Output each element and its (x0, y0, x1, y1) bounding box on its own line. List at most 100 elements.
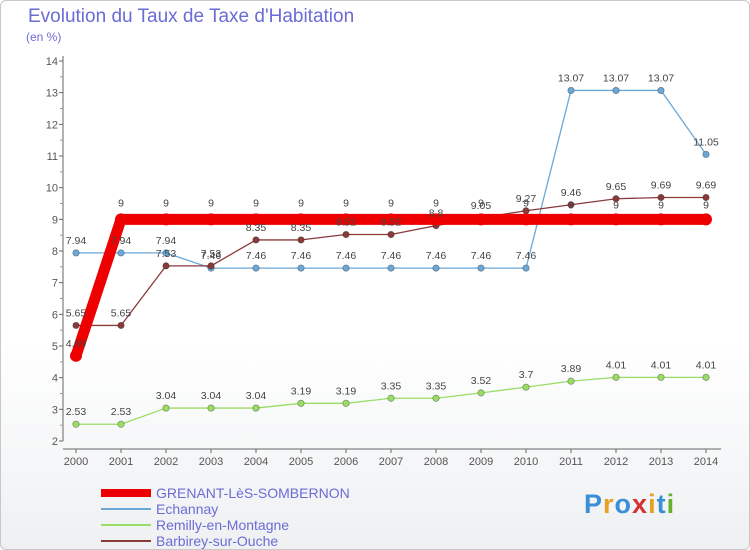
data-point (162, 262, 170, 270)
data-label: 7.46 (201, 250, 222, 262)
legend-swatch-echannay (101, 508, 151, 510)
data-point (117, 321, 125, 330)
data-point (297, 236, 305, 244)
data-label: 8.35 (291, 222, 312, 234)
y-tick-label: 12 (46, 119, 58, 131)
x-tick-label: 2006 (334, 456, 358, 468)
x-tick-label: 2010 (514, 456, 538, 468)
data-point (612, 86, 620, 95)
data-point (657, 373, 665, 381)
data-label: 3.7 (519, 369, 534, 381)
data-label: 3.19 (336, 385, 357, 397)
data-point (700, 213, 712, 226)
y-tick-label: 9 (52, 214, 58, 226)
data-point (70, 349, 82, 362)
data-point (250, 213, 262, 226)
data-label: 13.07 (603, 72, 629, 84)
data-label: 7.46 (471, 250, 492, 262)
data-point (520, 213, 532, 226)
data-point (207, 404, 215, 412)
data-label: 7.53 (201, 248, 222, 260)
y-tick-label: 3 (52, 404, 58, 416)
data-label: 9 (658, 199, 664, 211)
x-tick-label: 2002 (154, 456, 178, 468)
data-point (702, 373, 710, 381)
data-point (297, 399, 305, 407)
data-label: 9 (163, 197, 169, 209)
legend-item-grenant: GRENANT-LèS-SOMBERNON (101, 485, 401, 501)
legend-label-barbirey: Barbirey-sur-Ouche (156, 533, 279, 549)
x-tick-label: 2014 (694, 456, 718, 468)
data-label: 9 (343, 197, 349, 209)
x-tick-label: 2001 (109, 456, 133, 468)
data-label: 9 (613, 199, 619, 211)
data-point (567, 377, 575, 385)
data-label: 13.07 (648, 72, 674, 84)
data-point (297, 264, 305, 272)
legend-swatch-barbirey (101, 540, 151, 542)
legend-item-barbirey: Barbirey-sur-Ouche (101, 533, 401, 549)
y-tick-label: 6 (52, 309, 58, 321)
data-label: 9.05 (471, 200, 492, 212)
data-label: 8.52 (381, 217, 402, 229)
data-point (72, 420, 80, 428)
data-label: 9 (433, 197, 439, 209)
data-point (72, 249, 80, 257)
data-point (252, 264, 260, 272)
data-label: 9.46 (561, 187, 582, 199)
data-label: 3.19 (291, 385, 312, 397)
data-label: 7.46 (381, 250, 402, 262)
data-label: 9 (298, 197, 304, 209)
data-label: 2.53 (66, 406, 87, 418)
data-point (522, 383, 530, 391)
data-point (655, 213, 667, 226)
legend-item-echannay: Echannay (101, 501, 401, 517)
y-tick-label: 2 (52, 436, 58, 448)
data-label: 5.65 (111, 307, 132, 319)
data-point (295, 213, 307, 226)
y-tick-label: 4 (52, 373, 58, 385)
x-tick-label: 2007 (379, 456, 403, 468)
legend-swatch-grenant (101, 489, 151, 497)
data-label: 7.53 (156, 248, 177, 260)
x-tick-label: 2011 (559, 456, 583, 468)
legend-item-remilly: Remilly-en-Montagne (101, 517, 401, 533)
data-label: 4.01 (606, 359, 627, 371)
data-label: 7.94 (66, 235, 87, 247)
data-label: 9 (118, 197, 124, 209)
data-label: 9 (208, 197, 214, 209)
data-point (387, 264, 395, 272)
data-point (432, 394, 440, 402)
legend-label-grenant: GRENANT-LèS-SOMBERNON (156, 485, 350, 501)
data-label: 9 (388, 197, 394, 209)
data-label: 13.07 (558, 72, 584, 84)
data-label: 9 (568, 199, 574, 211)
x-tick-label: 2005 (289, 456, 313, 468)
data-point (252, 236, 260, 244)
data-label: 3.04 (201, 390, 222, 402)
data-point (207, 262, 215, 270)
data-point (162, 404, 170, 412)
data-label: 3.89 (561, 363, 582, 375)
data-label: 9 (523, 197, 529, 209)
y-tick-label: 5 (52, 341, 58, 353)
data-point (702, 193, 710, 202)
x-tick-label: 2003 (199, 456, 223, 468)
legend-label-remilly: Remilly-en-Montagne (156, 517, 290, 533)
data-label: 5.65 (66, 307, 87, 319)
data-point (565, 213, 577, 226)
data-label: 7.46 (336, 250, 357, 262)
data-label: 3.35 (381, 380, 402, 392)
data-point (430, 213, 442, 226)
data-point (612, 373, 620, 381)
data-label: 9 (253, 197, 259, 209)
data-point (612, 195, 620, 203)
data-point (72, 321, 80, 330)
data-label: 7.94 (111, 235, 132, 247)
data-point (162, 249, 170, 257)
data-label: 7.46 (246, 250, 267, 262)
x-tick-label: 2000 (64, 456, 88, 468)
data-label: 9.65 (606, 181, 627, 193)
